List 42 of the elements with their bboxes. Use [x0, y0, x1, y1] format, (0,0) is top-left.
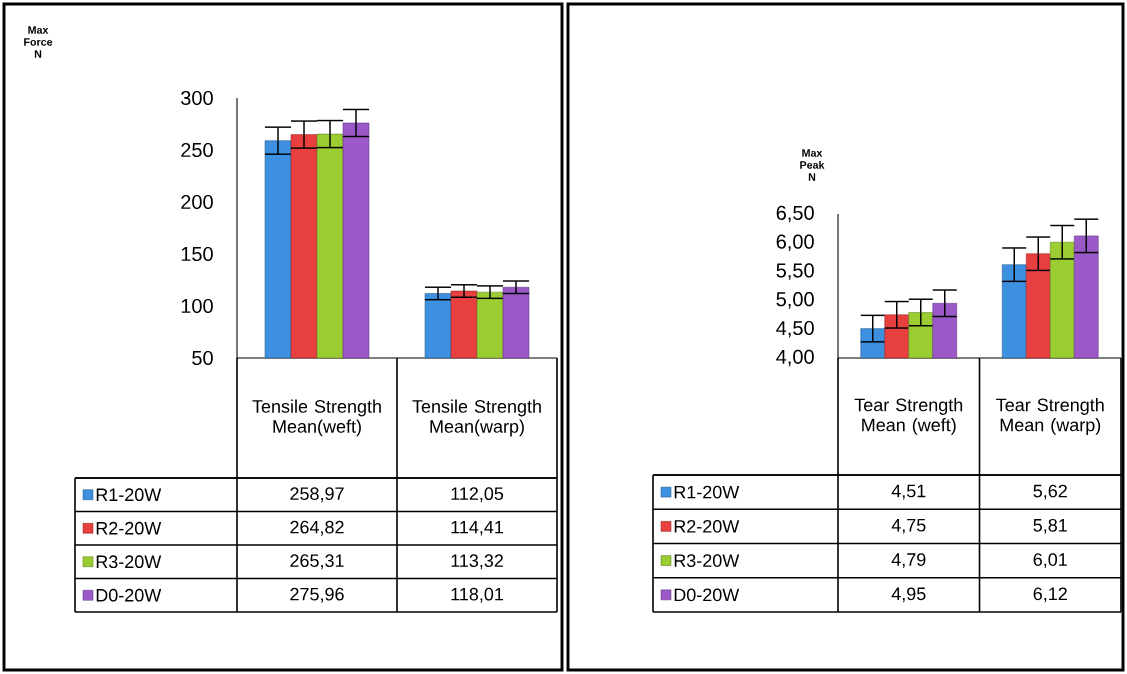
- y-tick-label: 100: [181, 298, 213, 314]
- y-tick-label: 150: [181, 246, 213, 262]
- data-label: 4,51: [891, 484, 926, 500]
- x-tick-label: Tear Strength Mean (warp): [996, 398, 1104, 435]
- y-tick-label: 5,50: [776, 263, 814, 280]
- data-label: 113,32: [451, 554, 503, 570]
- data-label: 264,82: [290, 520, 344, 536]
- legend-label: D0-20W: [674, 588, 740, 602]
- data-label: 265,31: [290, 554, 344, 570]
- data-label: 118,01: [451, 587, 503, 603]
- y-tick-label: 5,00: [776, 292, 814, 309]
- x-tick-label: Tensile Strength Mean(warp): [412, 399, 541, 437]
- legend-label: D0-20W: [96, 588, 162, 602]
- data-label: 6,01: [1033, 553, 1067, 569]
- y-tick-label: 200: [181, 194, 213, 210]
- legend-label: R3-20W: [674, 554, 740, 567]
- data-label: 4,79: [891, 553, 926, 569]
- data-label: 275,96: [290, 587, 344, 603]
- data-label: 114,41: [451, 520, 503, 536]
- data-label: 4,75: [891, 519, 926, 534]
- data-label: 6,12: [1033, 587, 1067, 603]
- y-tick-label: 50: [192, 350, 213, 366]
- data-label: 112,05: [451, 487, 504, 503]
- data-label: 5,81: [1033, 518, 1067, 534]
- y-tick-label: 6,00: [776, 234, 814, 252]
- y-tick-label: 6,50: [776, 205, 814, 223]
- y-axis-title: Max Peak N: [800, 149, 825, 181]
- y-tick-label: 250: [181, 142, 213, 158]
- x-tick-label: Tear Strength Mean (weft): [854, 398, 963, 435]
- legend-label: R1-20W: [96, 488, 162, 502]
- legend-label: R1-20W: [674, 485, 740, 499]
- y-tick-label: 4,50: [776, 320, 814, 338]
- y-tick-label: 300: [181, 90, 213, 106]
- legend-label: R2-20W: [674, 519, 740, 533]
- data-label: 4,95: [891, 587, 926, 603]
- data-label: 5,62: [1033, 484, 1067, 500]
- y-axis-title: Max Force N: [24, 26, 53, 58]
- x-tick-label: Tensile Strength Mean(weft): [252, 399, 381, 437]
- legend-label: R3-20W: [96, 555, 162, 569]
- data-label: 258,97: [290, 487, 344, 503]
- legend-label: R2-20W: [96, 521, 162, 535]
- y-tick-label: 4,00: [776, 349, 814, 367]
